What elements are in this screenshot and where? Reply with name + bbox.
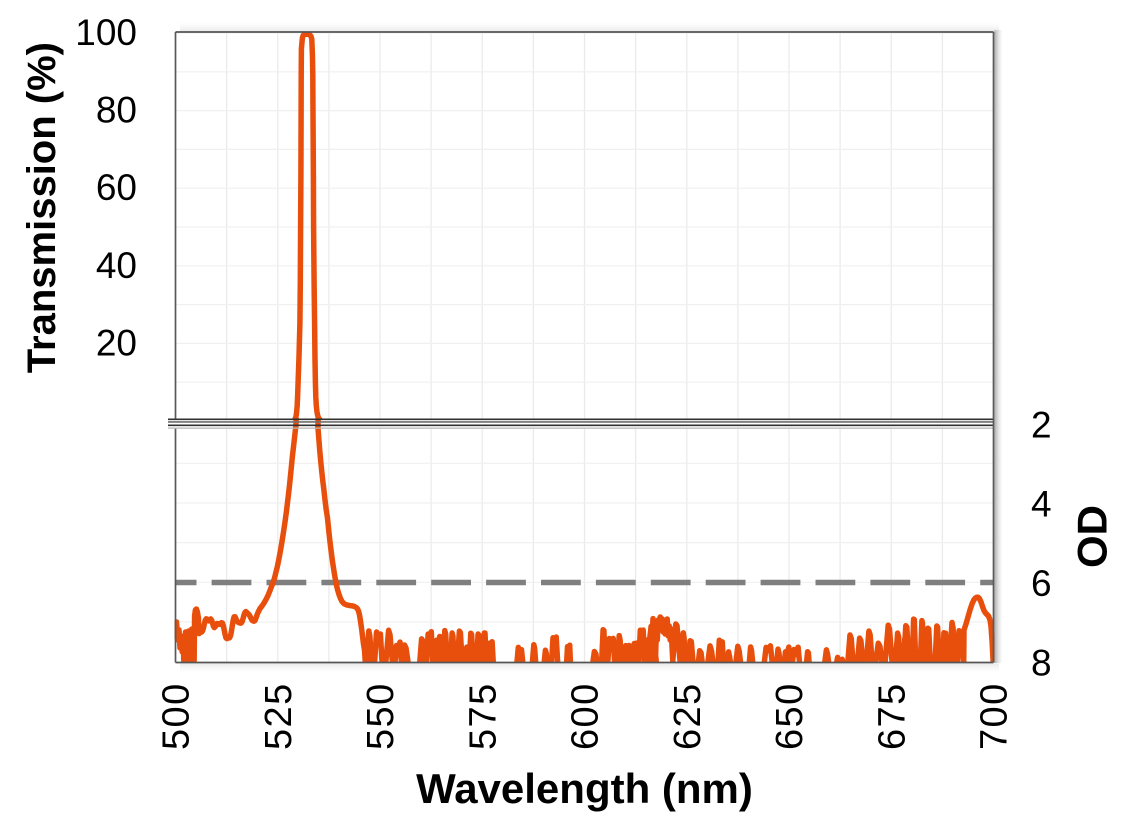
svg-text:60: 60 <box>96 167 137 208</box>
svg-text:625: 625 <box>667 682 709 750</box>
svg-text:550: 550 <box>360 682 402 750</box>
svg-text:500: 500 <box>156 682 198 750</box>
svg-text:40: 40 <box>96 245 137 286</box>
svg-text:650: 650 <box>769 682 811 750</box>
svg-text:575: 575 <box>462 682 504 750</box>
svg-text:100: 100 <box>75 12 137 53</box>
svg-text:4: 4 <box>1031 484 1052 525</box>
svg-text:Wavelength (nm): Wavelength (nm) <box>416 765 753 812</box>
svg-text:8: 8 <box>1031 642 1052 683</box>
svg-text:80: 80 <box>96 90 137 131</box>
svg-text:6: 6 <box>1031 563 1052 604</box>
svg-text:700: 700 <box>974 682 1016 750</box>
svg-text:675: 675 <box>872 682 914 750</box>
svg-text:Transmission (%): Transmission (%) <box>20 42 64 373</box>
svg-text:600: 600 <box>565 682 607 750</box>
svg-text:OD: OD <box>1069 505 1116 568</box>
svg-text:525: 525 <box>258 682 300 750</box>
svg-text:2: 2 <box>1031 404 1052 445</box>
svg-text:20: 20 <box>96 322 137 363</box>
